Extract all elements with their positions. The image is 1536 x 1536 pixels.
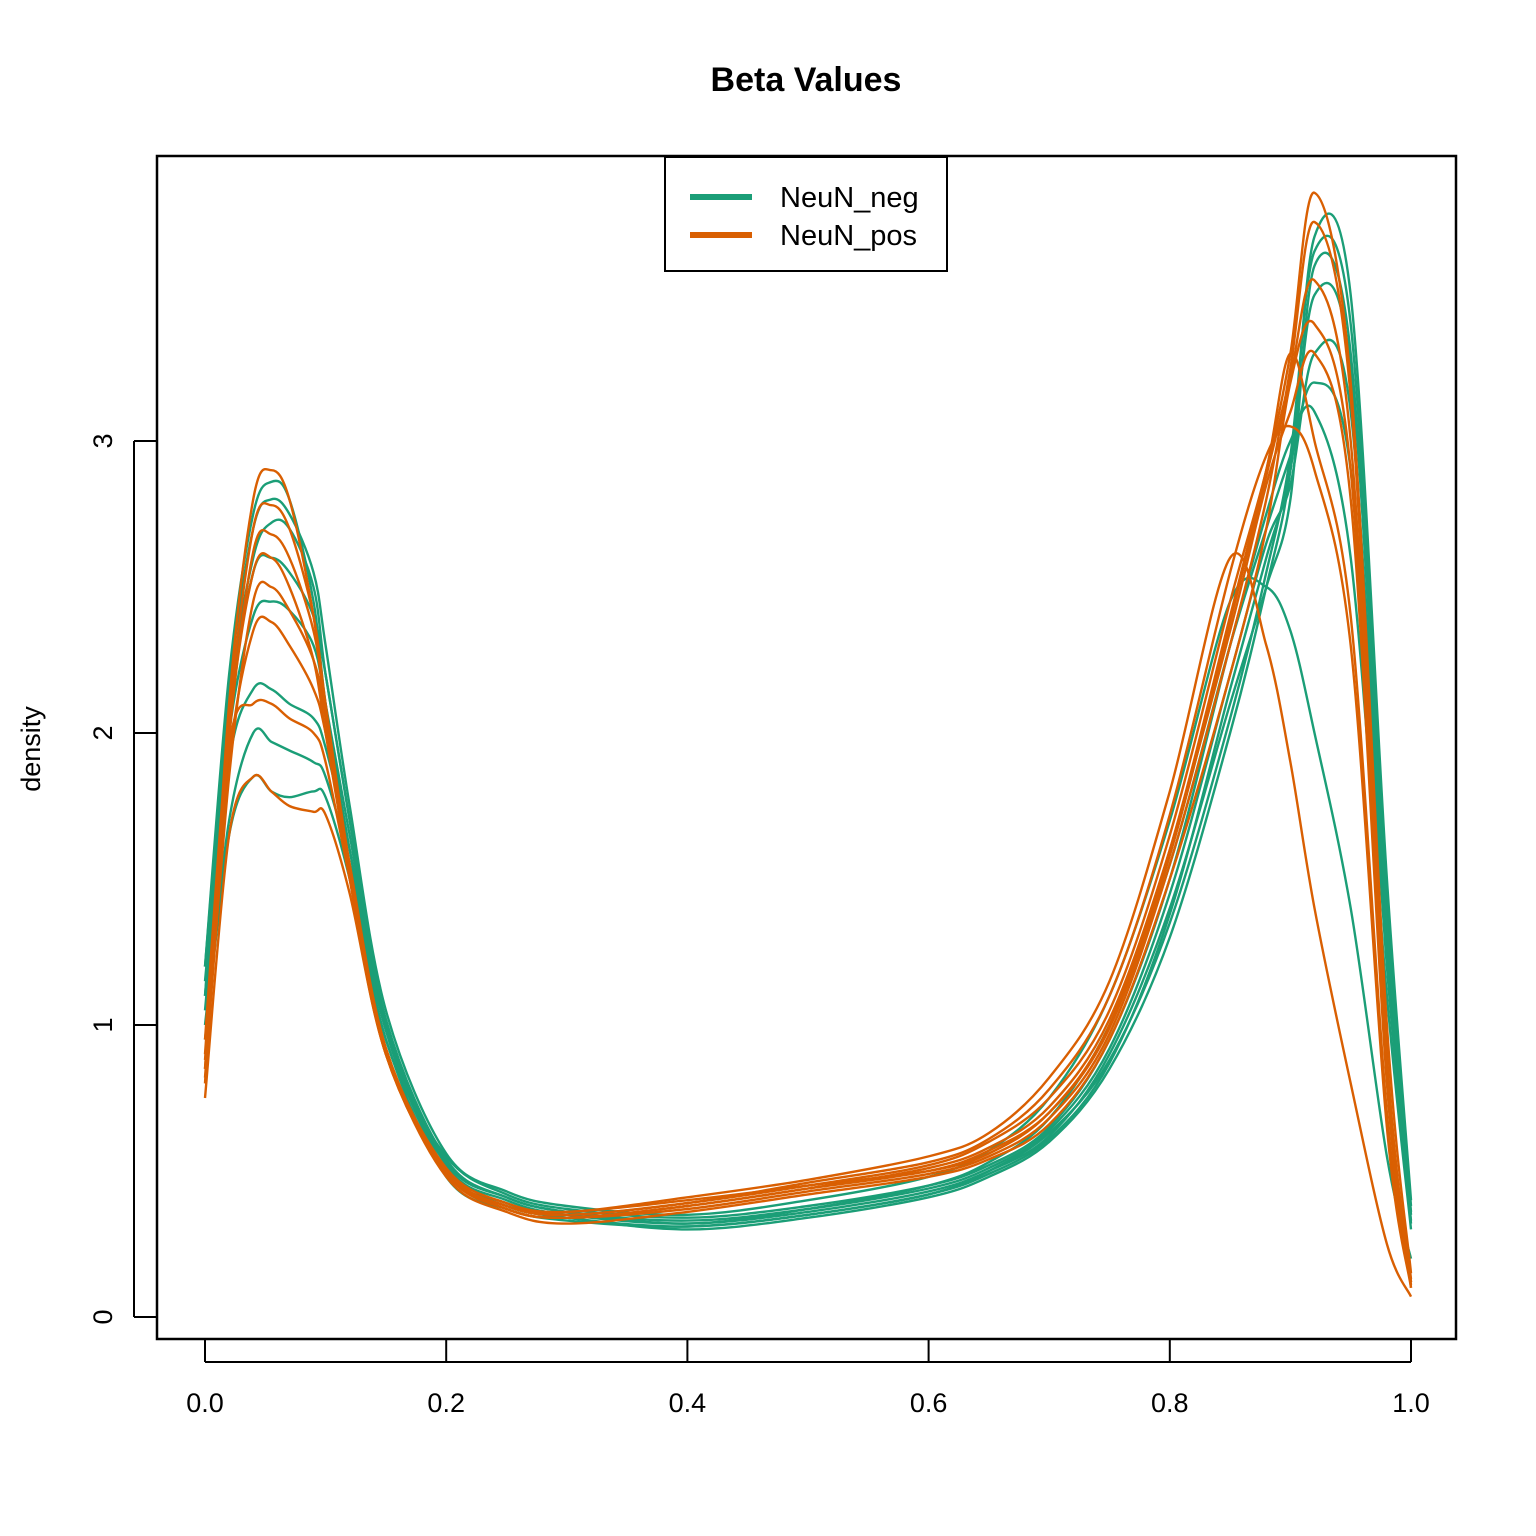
- density-curve-neun-pos-13: [203, 502, 1413, 1298]
- legend-label-neun-neg: NeuN_neg: [780, 182, 919, 214]
- legend-box: [664, 156, 948, 272]
- x-tick-label-3: 0.6: [910, 1388, 948, 1418]
- density-curve-neun-neg-2: [203, 212, 1413, 1231]
- y-tick-label-1: 1: [88, 1017, 118, 1032]
- y-axis-label: density: [16, 706, 46, 792]
- legend-label-neun-pos: NeuN_pos: [780, 220, 917, 252]
- y-tick-label-0: 0: [88, 1309, 118, 1324]
- x-tick-label-1: 0.2: [427, 1388, 465, 1418]
- x-tick-label-5: 1.0: [1392, 1388, 1430, 1418]
- x-tick-label-2: 0.4: [669, 1388, 707, 1418]
- y-axis: 0 1 2 3: [88, 433, 157, 1325]
- density-curve-neun-neg-6: [203, 497, 1413, 1259]
- chart-title: Beta Values: [711, 61, 902, 99]
- density-curve-neun-neg-4: [203, 338, 1413, 1224]
- density-curves: [203, 191, 1413, 1298]
- y-tick-label-3: 3: [88, 433, 118, 448]
- density-curve-neun-neg-0: [203, 404, 1413, 1230]
- density-curve-neun-pos-15: [203, 424, 1413, 1288]
- density-curve-neun-pos-11: [203, 352, 1413, 1283]
- density-curve-neun-pos-12: [203, 349, 1413, 1286]
- y-tick-label-2: 2: [88, 725, 118, 740]
- density-curve-neun-pos-10: [203, 320, 1413, 1288]
- x-tick-label-4: 0.8: [1151, 1388, 1189, 1418]
- x-tick-label-0: 0.0: [186, 1388, 224, 1418]
- density-curve-neun-neg-1: [203, 251, 1413, 1225]
- density-curve-neun-pos-14: [203, 278, 1413, 1280]
- density-curve-neun-neg-7: [203, 381, 1413, 1225]
- x-axis: 0.0 0.2 0.4 0.6 0.8 1.0: [186, 1339, 1430, 1418]
- legend: NeuN_neg NeuN_pos: [664, 156, 948, 272]
- plot-frame: [155, 154, 1458, 1341]
- density-curve-neun-neg-5: [203, 281, 1413, 1228]
- density-curve-neun-pos-9: [203, 220, 1413, 1283]
